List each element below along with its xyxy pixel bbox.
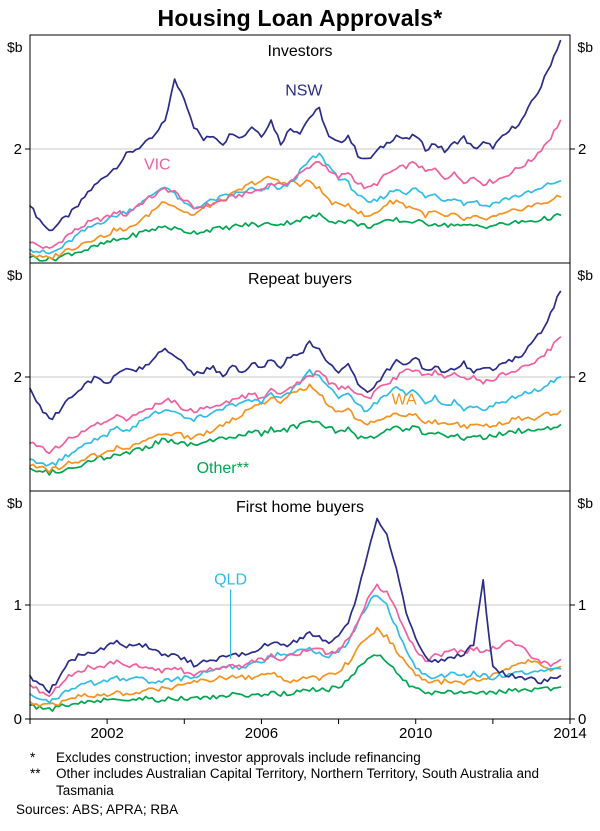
page-title: Housing Loan Approvals* bbox=[157, 5, 443, 31]
footnote-1-marker: * bbox=[30, 750, 36, 765]
footnote-2-text: Other includes Australian Capital Territ… bbox=[56, 766, 539, 798]
panel-repeat-buyers: 2 2 $b $b Repeat buyers WA Other** bbox=[7, 262, 593, 492]
series-label-wa: WA bbox=[392, 391, 418, 408]
chart-canvas: 2 2 $b $b Investors NSW VIC 2 2 $b $b Repeat buyers… bbox=[7, 34, 593, 742]
footnote-2: ** Other includes Australian Capital Ter… bbox=[30, 766, 584, 799]
unit-label-right: $b bbox=[577, 267, 593, 283]
series-line-vic bbox=[29, 119, 562, 250]
series-line-nsw bbox=[29, 290, 562, 421]
series-line-vic bbox=[29, 336, 562, 455]
series-line-other bbox=[29, 419, 562, 476]
panel-title: Investors bbox=[268, 43, 333, 60]
y-tick-label-left: 2 bbox=[14, 369, 22, 386]
series-label-nsw: NSW bbox=[285, 82, 323, 99]
series-line-nsw bbox=[29, 39, 562, 232]
x-tick-label: 2002 bbox=[90, 725, 123, 742]
series-line-qld bbox=[29, 152, 562, 255]
y-tick-label-right: 0 bbox=[578, 711, 586, 728]
panel-title: First home buyers bbox=[236, 499, 364, 516]
footnote-1: * Excludes construction; investor approv… bbox=[30, 750, 584, 766]
unit-label-left: $b bbox=[7, 495, 23, 511]
unit-label-left: $b bbox=[7, 39, 23, 55]
unit-label-right: $b bbox=[577, 39, 593, 55]
unit-label-left: $b bbox=[7, 267, 23, 283]
series-label-other: Other** bbox=[197, 460, 249, 477]
series-label-vic: VIC bbox=[144, 157, 171, 174]
y-tick-label-right: 2 bbox=[578, 369, 586, 386]
panel-title: Repeat buyers bbox=[248, 271, 352, 288]
series-line-nsw bbox=[29, 517, 562, 694]
y-tick-label-right: 2 bbox=[578, 141, 586, 158]
page: Housing Loan Approvals* 2 2 $b $b Investors N… bbox=[0, 5, 600, 831]
footnotes: * Excludes construction; investor approv… bbox=[0, 748, 600, 799]
x-tick-label: 2010 bbox=[399, 725, 432, 742]
sources-line: Sources: ABS; APRA; RBA bbox=[16, 802, 179, 818]
y-tick-label-left: 1 bbox=[14, 597, 22, 614]
unit-label-right: $b bbox=[577, 495, 593, 511]
panel-first-home-buyers: 0 0 1 1 $b $b First home buyers QLD bbox=[7, 490, 593, 728]
series-line-wa bbox=[29, 626, 562, 708]
y-tick-label-left: 2 bbox=[14, 141, 22, 158]
y-tick-label-left: 0 bbox=[14, 711, 22, 728]
series-line-wa bbox=[29, 175, 562, 260]
footnote-2-marker: ** bbox=[30, 766, 41, 782]
series-line-vic bbox=[29, 583, 562, 698]
footnote-1-text: Excludes construction; investor approval… bbox=[56, 750, 421, 765]
x-axis: 2002 2006 2010 2014 bbox=[29, 719, 587, 742]
series-label-qld: QLD bbox=[214, 571, 247, 588]
series-line-other bbox=[29, 212, 562, 262]
y-tick-label-right: 1 bbox=[578, 597, 586, 614]
x-tick-label: 2006 bbox=[245, 725, 278, 742]
series-line-other bbox=[29, 654, 562, 712]
series-line-qld bbox=[29, 594, 562, 704]
panel-investors: 2 2 $b $b Investors NSW VIC bbox=[7, 34, 593, 264]
series-line-wa bbox=[29, 383, 562, 474]
x-tick-label: 2014 bbox=[553, 725, 586, 742]
